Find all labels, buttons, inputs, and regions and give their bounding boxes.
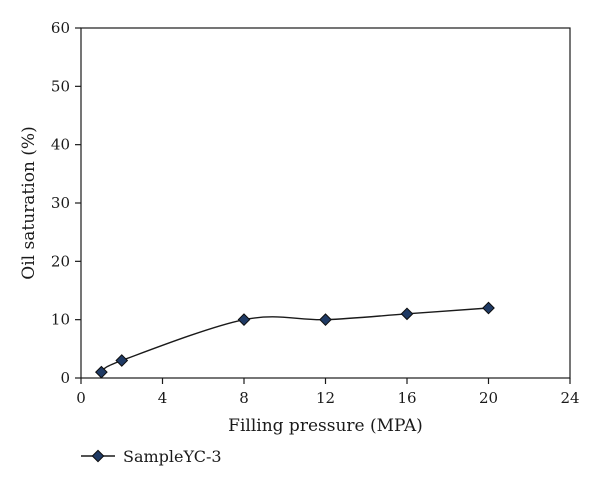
y-tick-label: 20 (51, 252, 70, 270)
y-tick-label: 30 (51, 194, 70, 212)
legend-label: SampleYC-3 (123, 447, 222, 466)
data-point (482, 301, 495, 315)
x-tick-label: 16 (397, 389, 416, 407)
x-tick-label: 8 (239, 389, 249, 407)
x-tick-label: 4 (158, 389, 168, 407)
x-tick-label: 12 (316, 389, 335, 407)
y-axis-label: Oil saturation (%) (19, 126, 39, 279)
data-point (400, 307, 414, 321)
x-tick-label: 24 (560, 389, 579, 407)
data-point (237, 313, 251, 327)
y-tick-label: 50 (51, 77, 70, 95)
series-layer (95, 301, 495, 379)
legend-marker-diamond (91, 449, 105, 463)
data-point (95, 365, 108, 379)
series-line (100, 307, 489, 373)
axes (75, 27, 571, 384)
data-point (319, 313, 332, 327)
y-tick-label: 40 (51, 136, 70, 154)
data-point (115, 354, 129, 367)
x-tick-label: 20 (479, 389, 498, 407)
y-tick-label: 60 (51, 19, 70, 37)
tick-labels: 0 10 20 30 40 50 60 0 4 8 12 16 20 24 (51, 19, 580, 407)
y-tick-label: 10 (51, 311, 70, 329)
x-axis-label: Filling pressure (MPA) (228, 416, 423, 436)
y-tick-label: 0 (60, 369, 70, 387)
legend: SampleYC-3 (81, 447, 222, 466)
x-tick-label: 0 (76, 389, 86, 407)
